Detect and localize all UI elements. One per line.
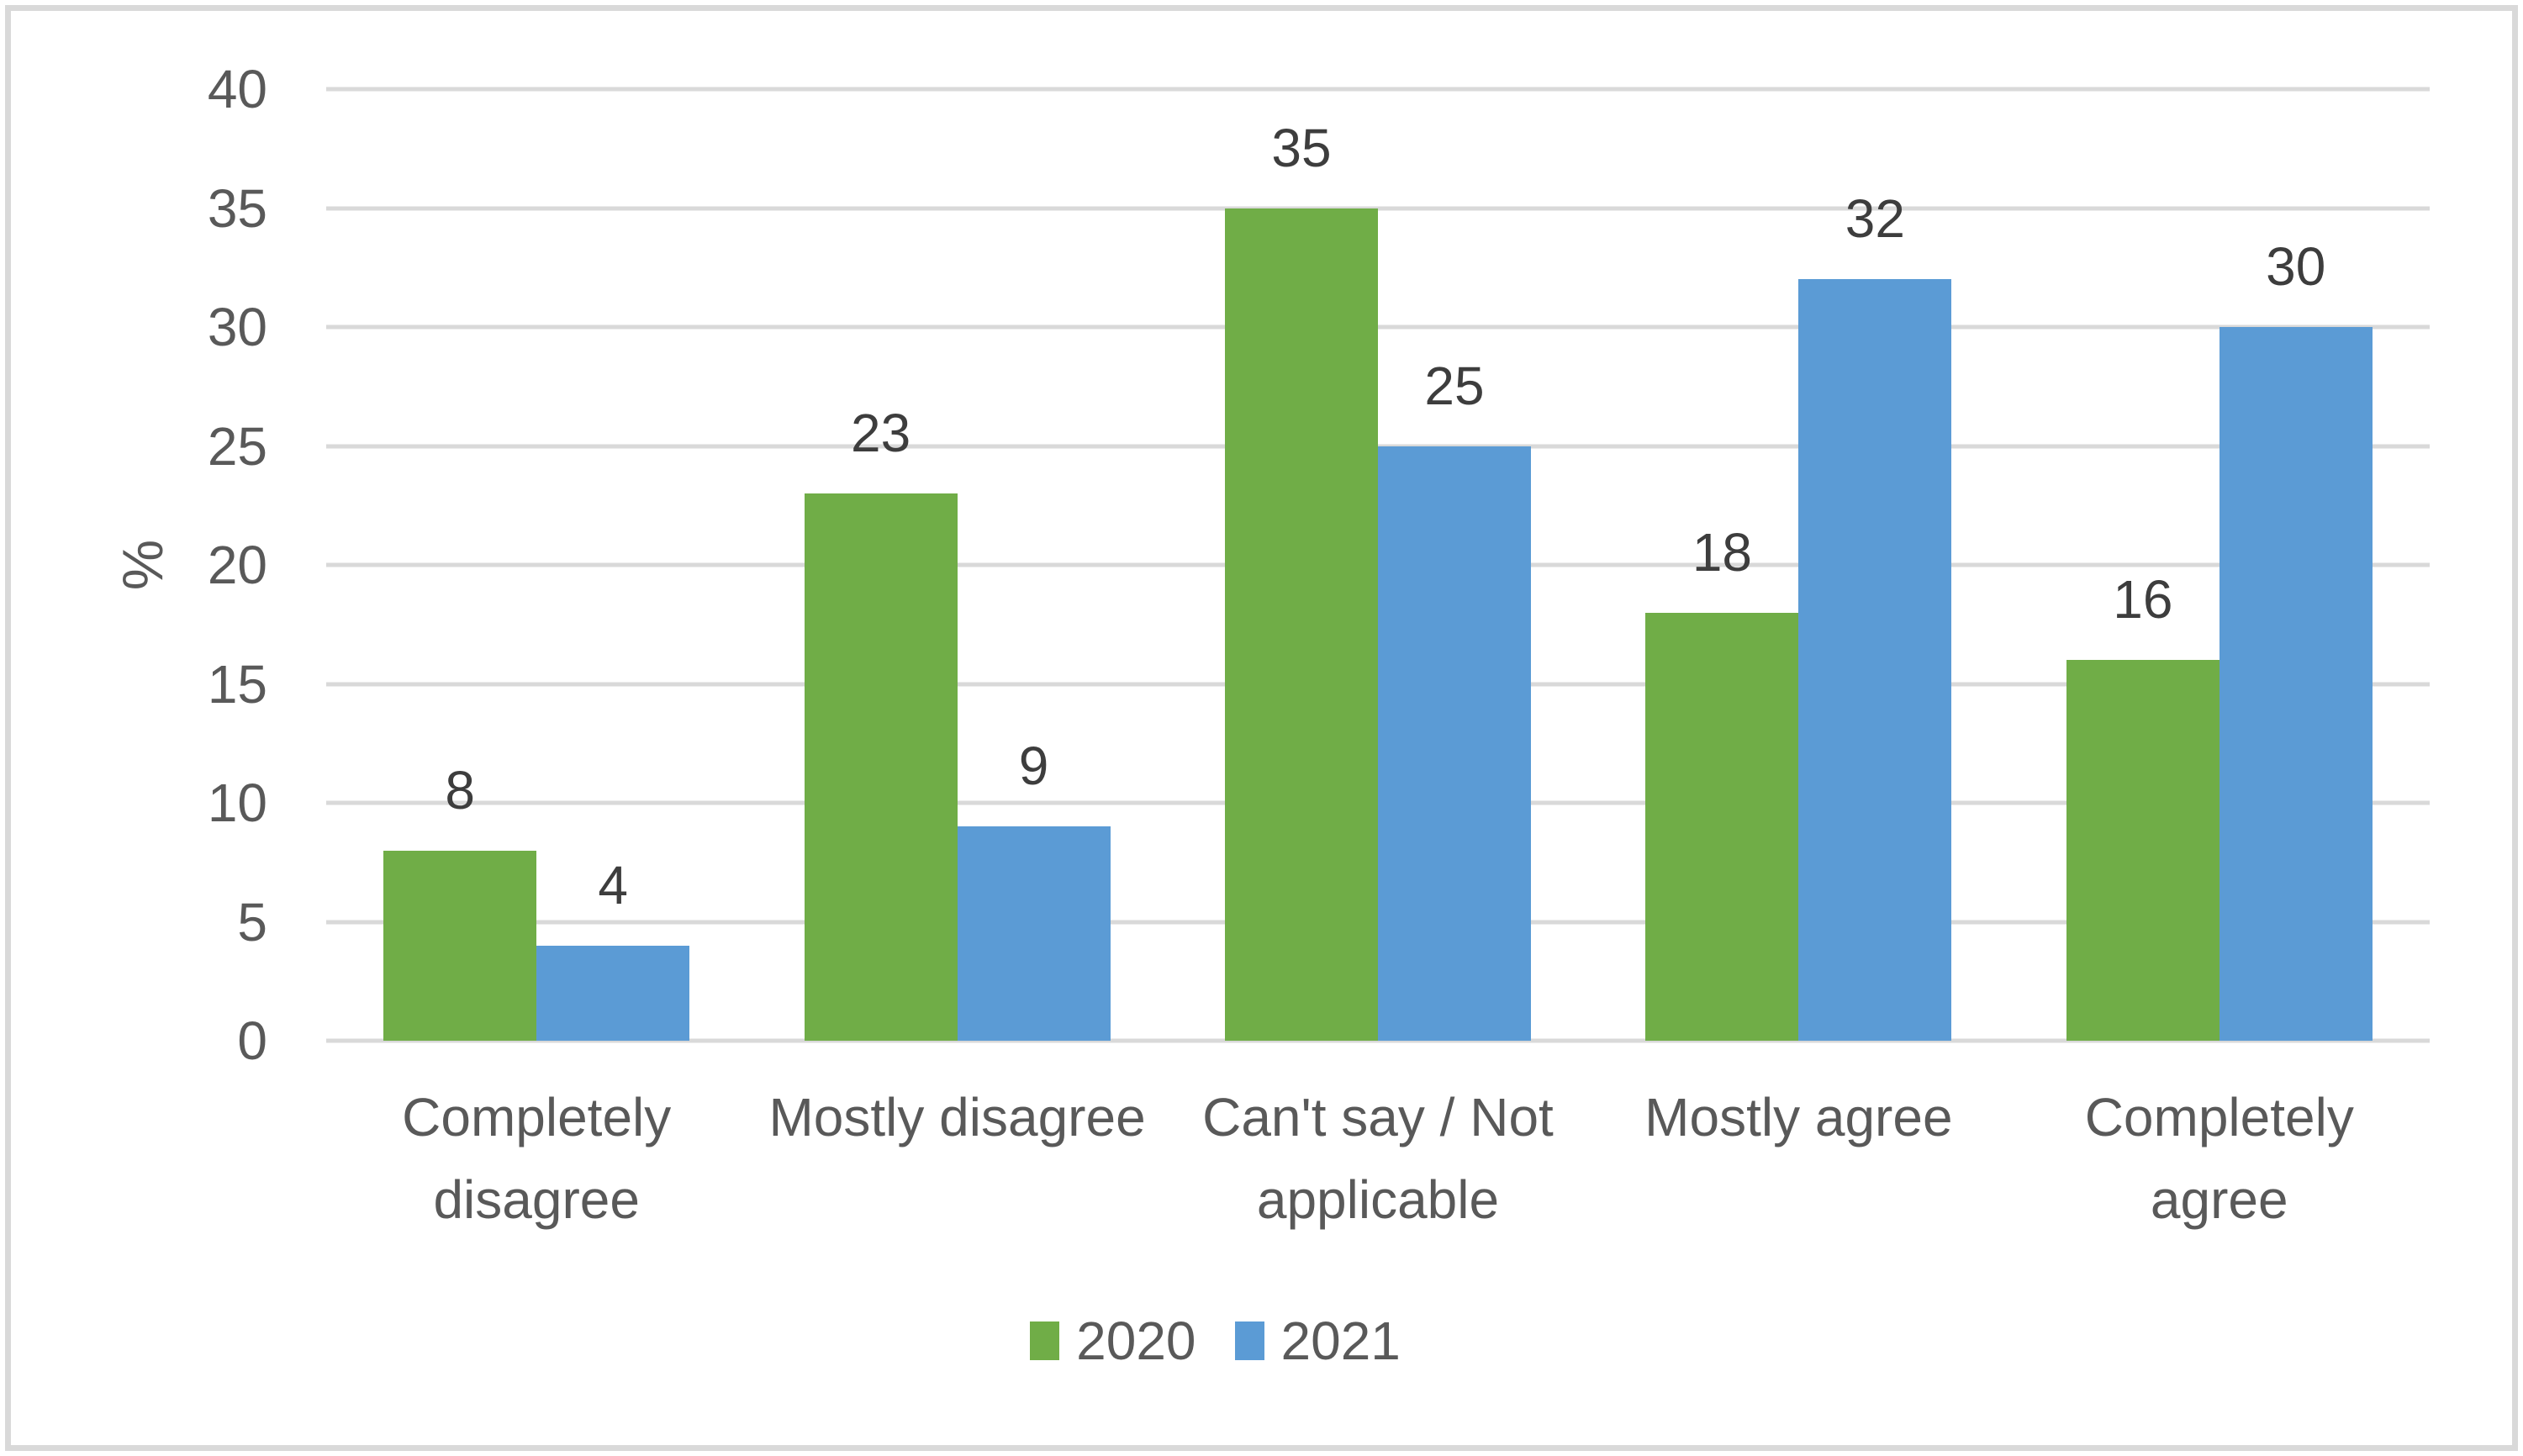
legend-swatch-2021: [1234, 1321, 1264, 1360]
legend: 2020 2021: [0, 1311, 2477, 1370]
category-label-line: Mostly agree: [1644, 1087, 1953, 1147]
bar-2020-category-5: [2066, 660, 2220, 1041]
bar-2020-category-2: [804, 493, 958, 1041]
value-label-2020-category-1: 8: [445, 759, 476, 820]
legend-swatch-2020: [1030, 1321, 1060, 1360]
value-label-2020-category-2: 23: [851, 403, 911, 464]
y-tick-label-10: 10: [207, 773, 267, 833]
category-label-5: Completely agree: [2009, 1076, 2430, 1241]
category-label-2: Mostly disagree: [747, 1076, 1167, 1241]
y-tick-label-5: 5: [237, 891, 267, 952]
legend-item-2020: 2020: [1030, 1314, 1196, 1368]
value-label-2020-category-5: 16: [2113, 569, 2173, 630]
gridline-40: [326, 87, 2430, 92]
category-label-line: disagree: [433, 1169, 640, 1230]
category-label-1: Completely disagree: [326, 1076, 747, 1241]
bar-2021-category-4: [1798, 279, 1952, 1041]
y-tick-label-20: 20: [207, 535, 267, 595]
value-label-2021-category-4: 32: [1845, 188, 1905, 250]
bar-2020-category-4: [1645, 612, 1799, 1041]
x-axis-labels: Completely disagree Mostly disagree Can't s…: [326, 1076, 2430, 1241]
value-label-2021-category-2: 9: [1018, 736, 1049, 797]
category-label-line: applicable: [1256, 1169, 1500, 1230]
legend-item-2021: 2021: [1234, 1311, 1401, 1371]
gridline-35: [326, 206, 2430, 210]
category-label-line: agree: [2150, 1169, 2288, 1230]
y-tick-label-30: 30: [207, 297, 267, 357]
category-label-line: Can't say / Not: [1202, 1087, 1554, 1147]
category-label-line: Completely: [402, 1087, 672, 1147]
value-label-2021-category-1: 4: [598, 854, 628, 915]
bar-2021-category-2: [957, 826, 1111, 1041]
bar-2021-category-5: [2219, 327, 2373, 1041]
category-label-3: Can't say / Not applicable: [1168, 1076, 1588, 1241]
y-tick-label-0: 0: [237, 1010, 267, 1071]
bar-2021-category-3: [1378, 446, 1531, 1041]
gridline-30: [326, 324, 2430, 330]
bar-2021-category-1: [536, 945, 690, 1041]
value-label-2021-category-5: 30: [2266, 236, 2326, 297]
legend-label-2021: 2021: [1280, 1311, 1401, 1371]
y-tick-label-35: 35: [207, 177, 267, 239]
plot-area: 8 23 35 18 16 4 9 25 32 30: [326, 87, 2430, 1043]
value-label-2021-category-3: 25: [1424, 355, 1485, 416]
legend-label-2020: 2020: [1076, 1311, 1196, 1371]
value-label-2020-category-3: 35: [1271, 117, 1332, 178]
gridline-0: [326, 1038, 2430, 1043]
category-label-line: Mostly disagree: [768, 1087, 1146, 1147]
y-tick-label-15: 15: [207, 653, 267, 715]
y-axis-ticks: 0 5 10 15 20 25 30 35 40: [0, 62, 267, 1068]
value-label-2020-category-4: 18: [1692, 521, 1753, 583]
y-tick-label-25: 25: [207, 415, 267, 477]
category-label-line: Completely: [2084, 1087, 2354, 1147]
bar-2020-category-3: [1225, 208, 1378, 1041]
category-label-4: Mostly agree: [1588, 1076, 2008, 1241]
bar-2020-category-1: [383, 850, 537, 1041]
y-tick-label-40: 40: [207, 59, 267, 119]
